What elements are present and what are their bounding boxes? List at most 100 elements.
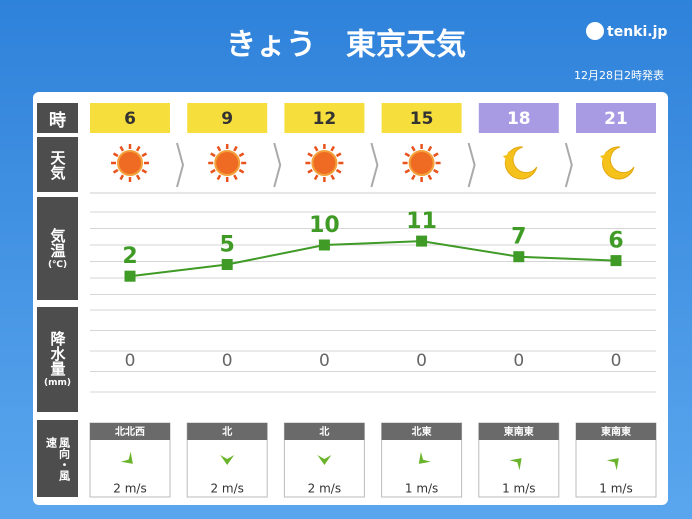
sun-ray [119, 174, 125, 181]
temp-line [129, 240, 617, 278]
label-text: 風向・風速 [44, 436, 71, 481]
wind-arrow [317, 455, 332, 465]
precip-value: 0 [319, 351, 330, 371]
temp-label: 11 [406, 209, 437, 234]
sun-ray [433, 168, 439, 174]
sun-ray [210, 168, 216, 174]
wind-speed: 1 m/s [405, 482, 438, 496]
wind-head [90, 423, 170, 440]
temp-label: 6 [608, 229, 623, 254]
hour: 6 [124, 109, 136, 129]
precip-value: 0 [611, 351, 622, 371]
label-wind: 風向・風速 [37, 420, 78, 497]
sun-ray [141, 152, 148, 158]
sun-ray [210, 152, 216, 158]
hour-box [187, 103, 268, 133]
wind-direction: 北 [319, 425, 329, 438]
temp-label: 7 [511, 225, 526, 250]
sun-ray [330, 174, 335, 181]
temp-label: 10 [309, 213, 340, 238]
weather-icon [600, 146, 635, 180]
wind-direction: 東南東 [504, 425, 534, 438]
logo-icon [586, 22, 604, 40]
sun-ray [307, 152, 313, 158]
title: きょう 東京天気 [226, 28, 466, 63]
wind-speed: 2 m/s [308, 482, 341, 496]
precip-value: 0 [416, 351, 427, 371]
label-unit: (mm) [44, 378, 71, 388]
label-text: 降水量 [48, 331, 67, 376]
panel [33, 92, 668, 505]
wind-speed: 2 m/s [210, 482, 243, 496]
wind-head [381, 423, 462, 440]
temp-point [124, 270, 136, 282]
sun-ray [233, 174, 238, 181]
wind-arrow [220, 455, 235, 465]
wind-speed: 1 m/s [599, 482, 632, 496]
wind-speed: 2 m/s [113, 482, 146, 496]
sun-ray [112, 152, 119, 158]
sun-ray [135, 145, 141, 152]
label-text: 天気 [48, 149, 67, 180]
wind-direction: 北東 [412, 425, 432, 438]
sun-ray [313, 145, 319, 152]
label-unit: (℃) [47, 259, 68, 270]
sun-ray [216, 174, 222, 181]
sun-ray [238, 152, 245, 158]
wind-head [576, 423, 656, 440]
wind-head [187, 423, 268, 440]
sun-ray [330, 145, 335, 152]
label-precip: 降水量 (mm) [37, 307, 78, 412]
temp-point [513, 251, 525, 263]
temp-point [318, 239, 330, 251]
sun-ray [335, 152, 342, 158]
sun-ray [112, 168, 119, 174]
weather-icon [208, 144, 247, 182]
sun-ray [411, 174, 416, 181]
wind-head [284, 423, 365, 440]
chevron [564, 142, 573, 188]
chevron [176, 142, 185, 188]
wind-arrow [606, 458, 619, 471]
label-temp: 気温 (℃) [37, 197, 78, 300]
star [600, 151, 612, 163]
logo: tenki.jp [607, 24, 667, 40]
hour-box [381, 103, 462, 133]
precip-value: 0 [222, 351, 233, 371]
hour: 18 [507, 109, 531, 129]
temp-point [416, 235, 428, 247]
sun-ray [404, 152, 411, 158]
sun [311, 150, 338, 176]
sun-ray [307, 168, 313, 174]
sun-ray [404, 168, 411, 174]
sun-ray [411, 145, 416, 152]
sun-ray [427, 174, 433, 181]
weather-icon [502, 146, 538, 180]
label-weather: 天気 [37, 137, 78, 192]
temp-point [610, 255, 622, 267]
wind-arrow [509, 458, 522, 471]
wind-direction: 北 [222, 425, 232, 438]
weather-icon [305, 144, 344, 182]
temp-label: 5 [220, 233, 235, 258]
precip-value: 0 [125, 351, 136, 371]
hour-box [576, 103, 656, 133]
weather-icon [111, 144, 149, 182]
label-text: 気温 [48, 227, 67, 258]
hour: 15 [410, 109, 434, 129]
sun-ray [119, 145, 125, 152]
issued: 12月28日2時発表 [574, 68, 664, 82]
hour: 21 [604, 109, 628, 129]
sun [408, 150, 435, 176]
precip-value: 0 [513, 351, 524, 371]
hour-box [284, 103, 365, 133]
chevron [370, 142, 379, 188]
hour: 12 [313, 109, 337, 129]
sun-ray [313, 174, 319, 181]
sun-ray [433, 152, 439, 158]
star [502, 151, 515, 163]
sun-ray [141, 168, 148, 174]
hour-box [90, 103, 170, 133]
